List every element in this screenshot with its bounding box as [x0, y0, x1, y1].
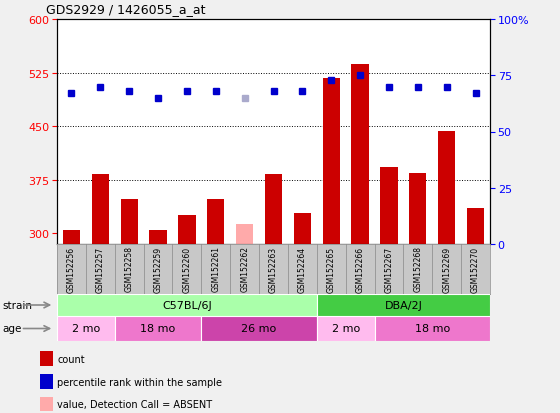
Text: strain: strain [3, 300, 33, 310]
Text: GDS2929 / 1426055_a_at: GDS2929 / 1426055_a_at [46, 3, 206, 16]
Bar [380, 167, 398, 244]
Text: GSM152257: GSM152257 [96, 246, 105, 292]
Text: GSM152264: GSM152264 [298, 246, 307, 292]
Text: value, Detection Call = ABSENT: value, Detection Call = ABSENT [57, 399, 212, 409]
Bar [409, 173, 427, 244]
Text: 26 mo: 26 mo [241, 324, 277, 334]
Text: GSM152266: GSM152266 [356, 246, 365, 292]
Text: C57BL/6J: C57BL/6J [162, 300, 212, 310]
Text: 2 mo: 2 mo [332, 324, 360, 334]
Bar [92, 175, 109, 244]
Text: GSM152256: GSM152256 [67, 246, 76, 292]
Bar [150, 230, 167, 244]
Bar [40, 351, 53, 366]
Bar [202, 316, 317, 341]
Text: GSM152270: GSM152270 [471, 246, 480, 292]
Text: GSM152259: GSM152259 [153, 246, 162, 292]
Text: GSM152268: GSM152268 [413, 246, 422, 292]
Text: GSM152258: GSM152258 [125, 246, 134, 292]
Bar [178, 216, 195, 244]
Bar [57, 316, 115, 341]
Bar [236, 224, 253, 244]
Bar [438, 132, 455, 244]
Text: GSM152269: GSM152269 [442, 246, 451, 292]
Text: 18 mo: 18 mo [414, 324, 450, 334]
Text: GSM152261: GSM152261 [211, 246, 220, 292]
Text: percentile rank within the sample: percentile rank within the sample [57, 377, 222, 387]
Bar [120, 199, 138, 244]
Text: 18 mo: 18 mo [141, 324, 176, 334]
Bar [207, 199, 225, 244]
Bar [265, 175, 282, 244]
Bar [467, 209, 484, 244]
Bar [115, 316, 202, 341]
Bar [63, 230, 80, 244]
Bar [40, 374, 53, 389]
Text: DBA/2J: DBA/2J [385, 300, 422, 310]
Bar [317, 294, 490, 316]
Bar [40, 397, 53, 411]
Text: age: age [3, 324, 22, 334]
Text: GSM152265: GSM152265 [326, 246, 336, 292]
Text: GSM152260: GSM152260 [183, 246, 192, 292]
Bar [57, 294, 317, 316]
Bar [317, 316, 375, 341]
Text: GSM152262: GSM152262 [240, 246, 249, 292]
Bar [293, 214, 311, 244]
Bar [375, 316, 490, 341]
Bar [352, 65, 368, 244]
Text: count: count [57, 354, 85, 364]
Text: GSM152263: GSM152263 [269, 246, 278, 292]
Text: GSM152267: GSM152267 [385, 246, 394, 292]
Text: 2 mo: 2 mo [72, 324, 100, 334]
Bar [323, 78, 340, 244]
